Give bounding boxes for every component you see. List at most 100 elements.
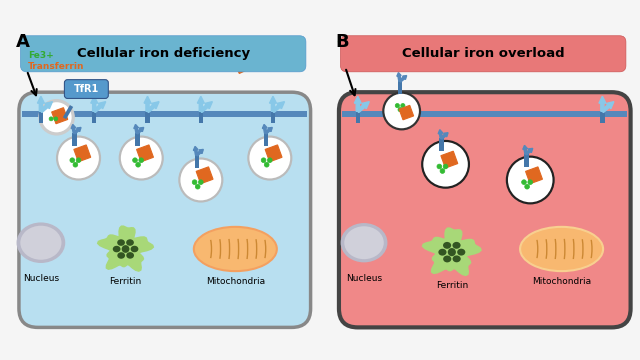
Bar <box>356 111 360 123</box>
Ellipse shape <box>457 249 465 256</box>
Ellipse shape <box>443 242 451 249</box>
Ellipse shape <box>131 246 138 252</box>
Circle shape <box>343 40 346 43</box>
Bar <box>524 154 529 167</box>
Circle shape <box>261 158 266 163</box>
Text: Fe3+: Fe3+ <box>28 51 54 60</box>
Circle shape <box>118 135 164 181</box>
Polygon shape <box>525 167 543 184</box>
Circle shape <box>73 40 77 43</box>
Circle shape <box>180 159 221 201</box>
Ellipse shape <box>17 223 65 262</box>
Polygon shape <box>399 105 413 120</box>
Polygon shape <box>119 54 132 67</box>
Text: Ferritin: Ferritin <box>109 278 141 287</box>
Circle shape <box>132 158 138 163</box>
Circle shape <box>443 164 448 169</box>
FancyArrow shape <box>525 148 532 155</box>
FancyArrow shape <box>399 76 406 82</box>
Polygon shape <box>341 44 353 55</box>
Circle shape <box>76 158 81 163</box>
Polygon shape <box>528 50 539 62</box>
FancyArrow shape <box>134 125 138 133</box>
Circle shape <box>70 158 75 163</box>
Circle shape <box>396 104 399 108</box>
Ellipse shape <box>443 256 451 262</box>
FancyArrow shape <box>269 96 276 111</box>
Circle shape <box>178 49 182 53</box>
Circle shape <box>136 162 141 167</box>
Bar <box>264 133 268 146</box>
Circle shape <box>73 162 78 167</box>
Circle shape <box>58 138 99 179</box>
FancyArrow shape <box>265 127 272 134</box>
Ellipse shape <box>20 226 61 260</box>
Ellipse shape <box>452 242 461 249</box>
FancyArrow shape <box>144 96 151 111</box>
Bar <box>198 111 203 123</box>
Bar <box>38 111 43 123</box>
Polygon shape <box>196 167 213 184</box>
Bar <box>398 81 402 94</box>
Text: Nucleus: Nucleus <box>23 274 59 283</box>
Circle shape <box>198 180 203 185</box>
Ellipse shape <box>342 224 387 261</box>
Circle shape <box>122 245 129 253</box>
Polygon shape <box>452 58 465 70</box>
Circle shape <box>448 248 456 256</box>
FancyArrow shape <box>197 96 204 111</box>
Circle shape <box>522 180 526 185</box>
Circle shape <box>268 158 272 163</box>
Circle shape <box>382 91 421 130</box>
FancyArrow shape <box>602 102 614 113</box>
Bar <box>72 133 77 146</box>
FancyArrow shape <box>193 147 198 155</box>
Text: Cellular iron deficiency: Cellular iron deficiency <box>77 47 250 60</box>
Polygon shape <box>403 50 413 62</box>
FancyArrow shape <box>397 73 401 81</box>
Circle shape <box>529 46 533 50</box>
Circle shape <box>192 180 197 185</box>
Polygon shape <box>52 108 68 124</box>
Circle shape <box>506 156 555 204</box>
Bar <box>145 111 150 123</box>
Circle shape <box>528 180 532 185</box>
Ellipse shape <box>126 252 134 259</box>
Polygon shape <box>282 45 295 58</box>
Bar <box>600 111 605 123</box>
Polygon shape <box>441 151 458 168</box>
Circle shape <box>23 40 26 43</box>
Polygon shape <box>605 45 618 58</box>
Circle shape <box>340 43 344 47</box>
Ellipse shape <box>117 239 125 246</box>
Ellipse shape <box>117 252 125 259</box>
FancyArrow shape <box>438 130 443 139</box>
Circle shape <box>401 104 405 108</box>
FancyArrow shape <box>71 125 76 133</box>
Text: Mitochondria: Mitochondria <box>532 278 591 287</box>
FancyBboxPatch shape <box>19 92 310 327</box>
Ellipse shape <box>113 246 120 252</box>
Ellipse shape <box>438 249 447 256</box>
FancyArrow shape <box>136 127 144 134</box>
Bar <box>92 111 97 123</box>
Text: Nucleus: Nucleus <box>346 274 382 283</box>
Circle shape <box>76 43 79 47</box>
FancyArrow shape <box>272 102 285 113</box>
Circle shape <box>39 100 74 135</box>
Polygon shape <box>571 58 584 70</box>
Circle shape <box>264 162 269 167</box>
FancyBboxPatch shape <box>340 36 626 72</box>
Text: A: A <box>16 33 29 51</box>
Polygon shape <box>26 44 37 55</box>
Circle shape <box>423 142 468 186</box>
Circle shape <box>338 40 342 43</box>
Circle shape <box>404 46 408 50</box>
Circle shape <box>508 158 552 202</box>
Text: Ferritin: Ferritin <box>436 280 468 289</box>
Circle shape <box>525 184 529 189</box>
Ellipse shape <box>520 227 604 271</box>
Ellipse shape <box>126 239 134 246</box>
Text: Transferrin: Transferrin <box>28 62 85 71</box>
FancyArrow shape <box>196 149 204 156</box>
